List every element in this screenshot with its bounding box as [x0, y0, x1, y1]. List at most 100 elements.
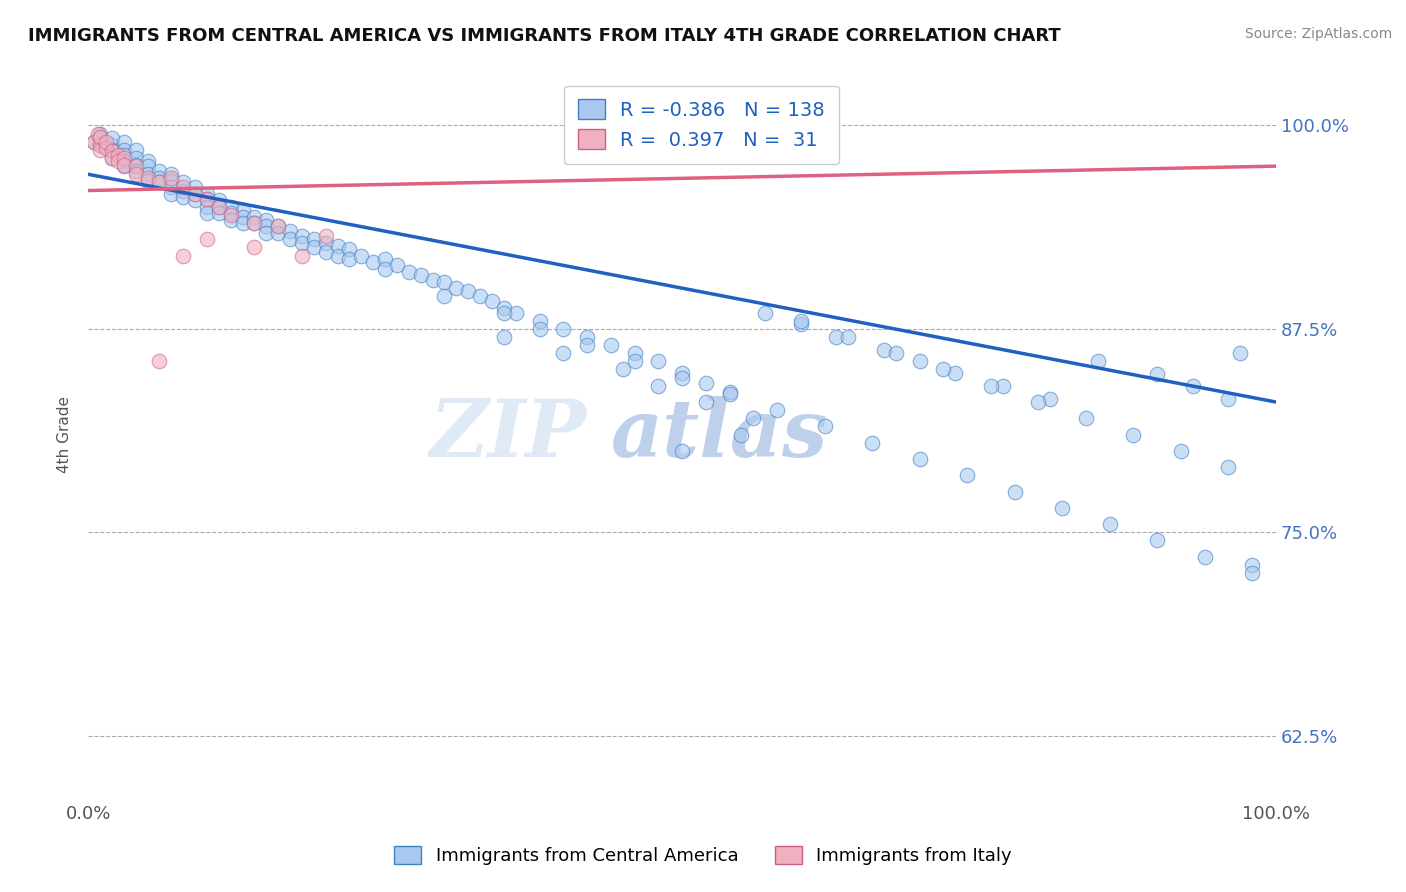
Point: [908, 354, 931, 368]
Point: [160, 174, 183, 188]
Point: [599, 338, 621, 352]
Point: [83, 135, 105, 149]
Point: [374, 252, 396, 266]
Point: [219, 208, 242, 222]
Point: [718, 387, 741, 401]
Point: [89, 131, 111, 145]
Point: [107, 154, 129, 169]
Point: [956, 468, 979, 483]
Point: [671, 443, 693, 458]
Point: [267, 219, 290, 234]
Point: [172, 184, 194, 198]
Point: [101, 143, 124, 157]
Point: [254, 212, 277, 227]
Point: [1050, 500, 1073, 515]
Point: [243, 216, 266, 230]
Point: [374, 261, 396, 276]
Point: [195, 192, 218, 206]
Point: [219, 206, 242, 220]
Point: [148, 175, 170, 189]
Point: [943, 366, 966, 380]
Point: [195, 200, 218, 214]
Point: [315, 229, 337, 244]
Point: [184, 186, 207, 201]
Point: [148, 354, 170, 368]
Point: [695, 376, 717, 390]
Point: [101, 145, 124, 159]
Point: [718, 385, 741, 400]
Point: [232, 210, 254, 224]
Point: [326, 239, 349, 253]
Point: [1241, 558, 1264, 572]
Point: [107, 147, 129, 161]
Point: [124, 143, 146, 157]
Point: [86, 127, 108, 141]
Point: [278, 232, 301, 246]
Point: [553, 322, 575, 336]
Point: [505, 305, 527, 319]
Text: IMMIGRANTS FROM CENTRAL AMERICA VS IMMIGRANTS FROM ITALY 4TH GRADE CORRELATION C: IMMIGRANTS FROM CENTRAL AMERICA VS IMMIG…: [28, 27, 1062, 45]
Point: [492, 301, 515, 315]
Point: [278, 224, 301, 238]
Point: [243, 216, 266, 230]
Point: [350, 249, 373, 263]
Point: [208, 206, 231, 220]
Point: [980, 378, 1002, 392]
Point: [1241, 566, 1264, 580]
Point: [195, 192, 218, 206]
Point: [136, 174, 159, 188]
Point: [232, 216, 254, 230]
Point: [481, 294, 503, 309]
Point: [647, 378, 669, 392]
Point: [184, 186, 207, 201]
Point: [315, 235, 337, 250]
Point: [671, 366, 693, 380]
Point: [112, 157, 135, 171]
Point: [884, 346, 907, 360]
Point: [671, 370, 693, 384]
Point: [1194, 549, 1216, 564]
Y-axis label: 4th Grade: 4th Grade: [58, 396, 72, 473]
Point: [433, 289, 456, 303]
Point: [647, 354, 669, 368]
Text: ZIP: ZIP: [430, 396, 588, 474]
Point: [112, 154, 135, 169]
Point: [315, 245, 337, 260]
Point: [1028, 395, 1050, 409]
Point: [385, 259, 408, 273]
Point: [1218, 460, 1240, 475]
Point: [101, 131, 124, 145]
Point: [112, 159, 135, 173]
Point: [1074, 411, 1097, 425]
Point: [124, 164, 146, 178]
Point: [1181, 378, 1204, 392]
Point: [172, 180, 194, 194]
Point: [172, 190, 194, 204]
Point: [790, 314, 813, 328]
Point: [136, 170, 159, 185]
Point: [1229, 346, 1251, 360]
Point: [991, 378, 1014, 392]
Point: [219, 200, 242, 214]
Point: [124, 157, 146, 171]
Point: [89, 129, 111, 144]
Point: [623, 346, 645, 360]
Point: [908, 452, 931, 467]
Point: [492, 305, 515, 319]
Point: [94, 135, 117, 149]
Point: [254, 226, 277, 240]
Point: [184, 194, 207, 208]
Point: [339, 252, 361, 266]
Point: [529, 314, 551, 328]
Point: [576, 338, 599, 352]
Point: [1170, 443, 1192, 458]
Text: Source: ZipAtlas.com: Source: ZipAtlas.com: [1244, 27, 1392, 41]
Point: [1122, 427, 1144, 442]
Point: [89, 143, 111, 157]
Point: [612, 362, 634, 376]
Point: [243, 240, 266, 254]
Point: [529, 322, 551, 336]
Point: [873, 343, 896, 357]
Point: [243, 210, 266, 224]
Point: [623, 354, 645, 368]
